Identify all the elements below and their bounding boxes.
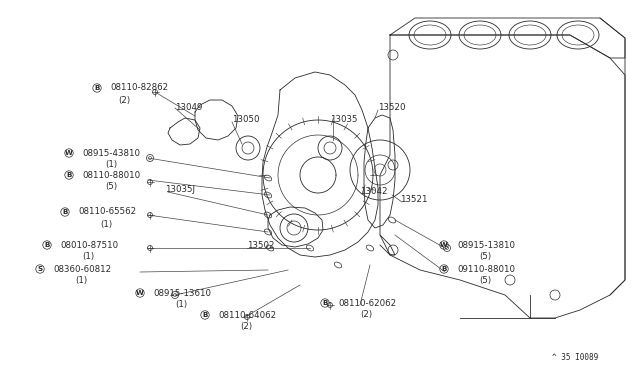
Text: 08010-87510: 08010-87510 — [60, 241, 118, 250]
Text: (1): (1) — [82, 253, 94, 262]
Text: B: B — [323, 300, 328, 306]
Text: 08110-64062: 08110-64062 — [218, 311, 276, 320]
Text: 13035: 13035 — [330, 115, 358, 124]
Text: 08110-62062: 08110-62062 — [338, 298, 396, 308]
Text: 13050: 13050 — [232, 115, 259, 124]
Text: (1): (1) — [105, 160, 117, 170]
Text: 13049: 13049 — [175, 103, 202, 112]
Text: (2): (2) — [360, 311, 372, 320]
Text: 08110-88010: 08110-88010 — [82, 170, 140, 180]
Text: 08110-82862: 08110-82862 — [110, 83, 168, 93]
Text: 08360-60812: 08360-60812 — [53, 264, 111, 273]
Text: (1): (1) — [100, 219, 112, 228]
Text: B: B — [44, 242, 50, 248]
Text: W: W — [136, 290, 144, 296]
Text: S: S — [37, 266, 43, 272]
Text: 13042: 13042 — [360, 186, 387, 196]
Text: (1): (1) — [175, 301, 187, 310]
Text: (5): (5) — [479, 276, 491, 285]
Text: 08915-43810: 08915-43810 — [82, 148, 140, 157]
Text: 13520: 13520 — [378, 103, 406, 112]
Text: 08110-65562: 08110-65562 — [78, 208, 136, 217]
Text: 13521: 13521 — [400, 196, 428, 205]
Text: B: B — [202, 312, 208, 318]
Text: (1): (1) — [75, 276, 87, 285]
Text: 13035J: 13035J — [165, 186, 195, 195]
Text: W: W — [440, 242, 448, 248]
Text: 08915-13810: 08915-13810 — [457, 241, 515, 250]
Text: 09110-88010: 09110-88010 — [457, 264, 515, 273]
Text: B: B — [62, 209, 68, 215]
Text: (2): (2) — [118, 96, 130, 105]
Text: 13502: 13502 — [247, 241, 275, 250]
Text: B: B — [94, 85, 100, 91]
Text: B: B — [442, 266, 447, 272]
Text: (2): (2) — [240, 323, 252, 331]
Text: W: W — [65, 150, 73, 156]
Text: (5): (5) — [105, 183, 117, 192]
Text: 08915-13610: 08915-13610 — [153, 289, 211, 298]
Text: B: B — [67, 172, 72, 178]
Text: (5): (5) — [479, 253, 491, 262]
Text: ^ 35 I0089: ^ 35 I0089 — [552, 353, 598, 362]
